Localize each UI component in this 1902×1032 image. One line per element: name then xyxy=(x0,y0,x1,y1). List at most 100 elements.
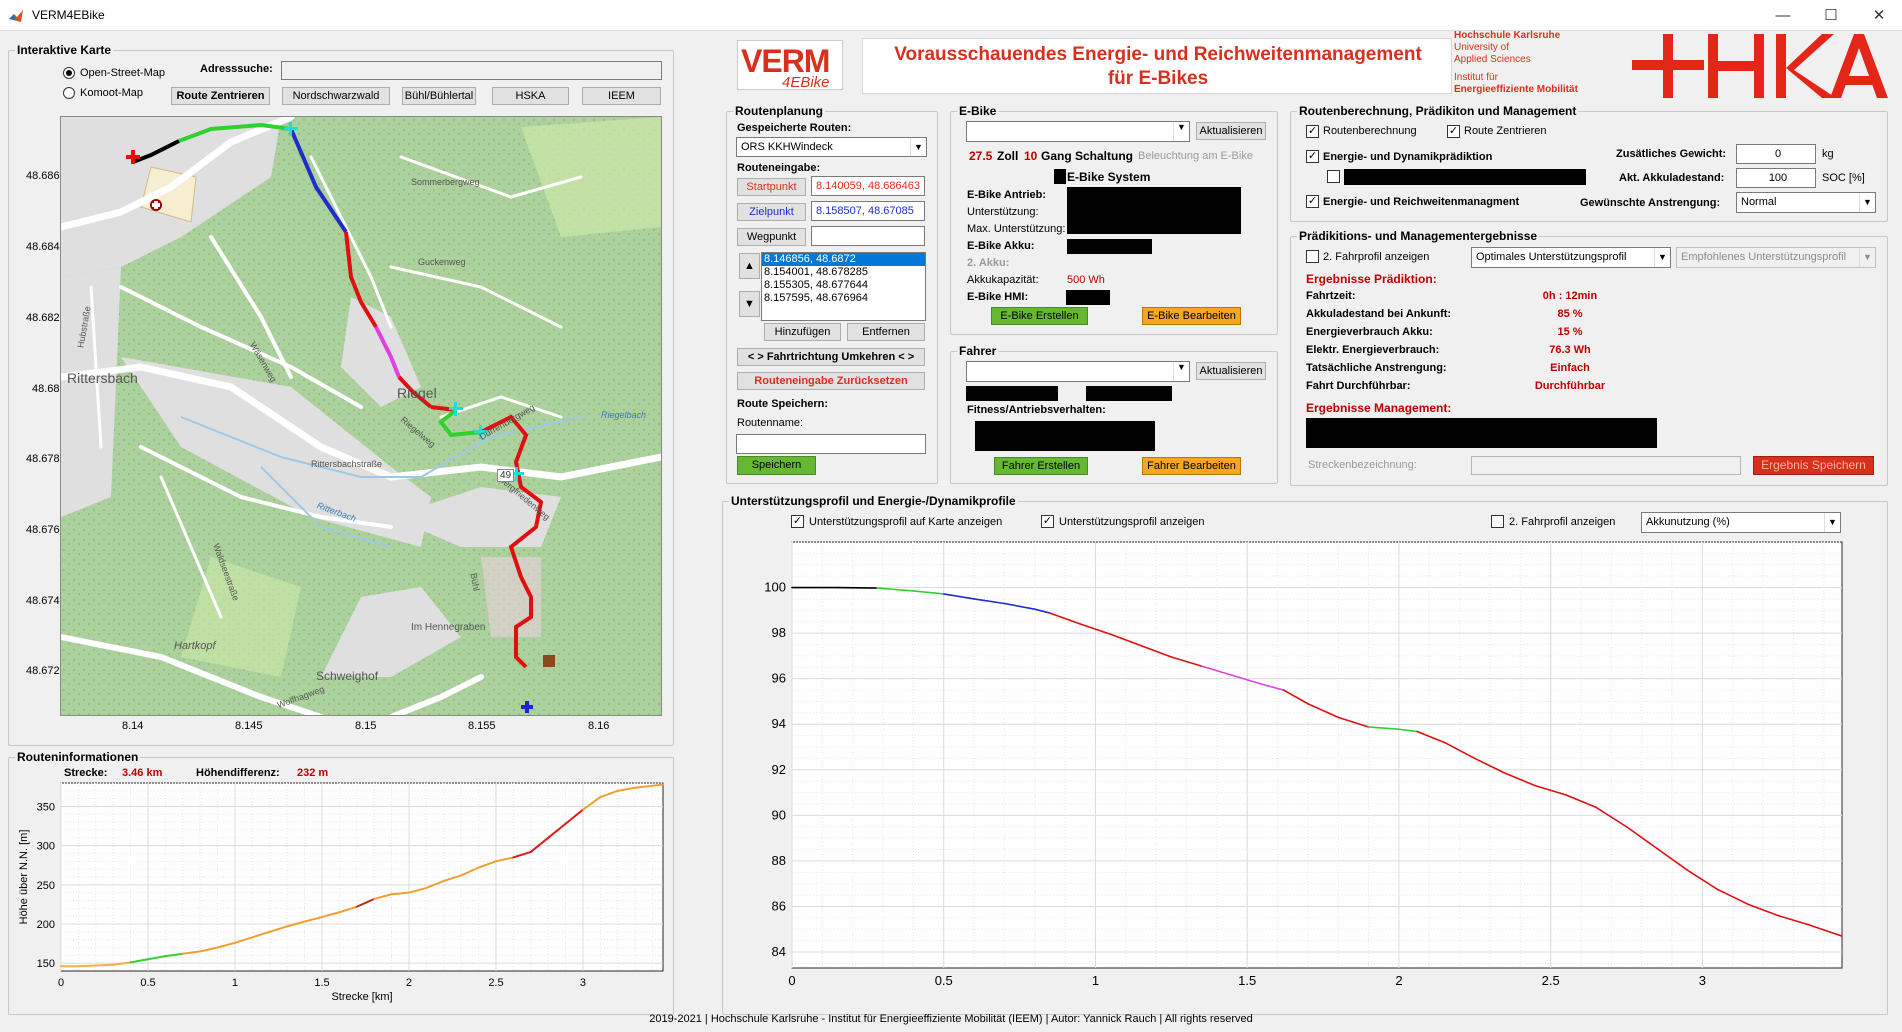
reset-route-button[interactable]: Routeneingabe Zurücksetzen xyxy=(737,372,925,390)
cb-2-fahrprofil-label: 2. Fahrprofil anzeigen xyxy=(1323,251,1430,263)
cb-profile-map[interactable]: ✓ xyxy=(791,515,804,528)
matlab-icon xyxy=(9,10,23,22)
series-line-segment xyxy=(164,952,184,958)
ebike-refresh-button[interactable]: Aktualisieren xyxy=(1196,122,1266,140)
waypoint-list[interactable]: 8.146856, 48.6872 8.154001, 48.678285 8.… xyxy=(761,252,926,321)
profile-select[interactable]: Optimales Unterstützungsprofil ▼ xyxy=(1471,247,1671,268)
map-x-tick: 8.155 xyxy=(468,720,496,732)
redacted-block xyxy=(1066,290,1110,305)
y-tick-label: 300 xyxy=(37,841,55,853)
y-axis-label: Höhe über N.N. [m] xyxy=(18,830,30,925)
route-center-button[interactable]: Route Zentrieren xyxy=(171,87,270,105)
ebike-select[interactable]: ▼ xyxy=(966,121,1190,142)
redacted-block xyxy=(1067,239,1152,254)
zielpunkt-input[interactable]: 8.158507, 48.67085 xyxy=(811,201,925,221)
x-tick-label: 2 xyxy=(406,977,412,989)
recommended-profile-select[interactable]: Empfohlenes Unterstützungsprofil ▼ xyxy=(1676,247,1876,268)
series-line-segment xyxy=(146,955,167,961)
start-marker[interactable] xyxy=(126,150,140,164)
redacted-block xyxy=(1086,386,1172,401)
save-result-button[interactable]: Ergebnis Speichern xyxy=(1753,456,1874,475)
header-title-box: Vorausschauendes Energie- und Reichweite… xyxy=(862,38,1452,94)
address-search-input[interactable] xyxy=(281,61,662,80)
route-name-input[interactable] xyxy=(736,434,926,454)
reverse-direction-button[interactable]: < > Fahrtrichtung Umkehren < > xyxy=(737,348,925,366)
redacted-block xyxy=(1054,169,1066,184)
series-line-segment xyxy=(1625,825,1658,850)
startpunkt-button[interactable]: Startpunkt xyxy=(737,178,806,196)
zielpunkt-button[interactable]: Zielpunkt xyxy=(737,203,806,221)
x-tick-label: 1 xyxy=(232,977,238,989)
soc-input[interactable]: 100 xyxy=(1736,168,1816,188)
list-item[interactable]: 8.157595, 48.676964 xyxy=(764,292,868,304)
hska-button[interactable]: HSKA xyxy=(492,87,569,105)
y-tick-label: 88 xyxy=(772,853,786,868)
add-waypoint-button[interactable]: Hinzufügen xyxy=(764,323,841,341)
page-title: Vorausschauendes Energie- und Reichweite… xyxy=(894,44,1422,65)
ieem-button[interactable]: IEEM xyxy=(582,87,661,105)
chevron-down-icon: ▼ xyxy=(1859,248,1875,267)
effort-select[interactable]: Normal ▼ xyxy=(1736,192,1876,213)
cb-redacted[interactable] xyxy=(1327,170,1340,183)
series-line-segment xyxy=(77,964,97,968)
strecken-input[interactable] xyxy=(1471,456,1741,475)
fahrer-select[interactable]: ▼ xyxy=(966,361,1190,382)
y-tick-label: 84 xyxy=(772,944,786,959)
fahrer-refresh-button[interactable]: Aktualisieren xyxy=(1196,362,1266,380)
end-marker[interactable] xyxy=(521,701,533,713)
nordschwarzwald-button[interactable]: Nordschwarzwald xyxy=(282,87,390,105)
save-route-label: Route Speichern: xyxy=(737,398,829,410)
list-item[interactable]: 8.146856, 48.6872 xyxy=(762,253,925,266)
radio-komoot[interactable] xyxy=(63,87,75,99)
list-item[interactable]: 8.154001, 48.678285 xyxy=(764,266,868,278)
profile-type-select[interactable]: Akkunutzung (%) ▼ xyxy=(1641,512,1841,533)
cb-profile-show[interactable]: ✓ xyxy=(1041,515,1054,528)
series-line-segment xyxy=(1595,806,1628,828)
wegpunkt-button[interactable]: Wegpunkt xyxy=(737,228,806,246)
fahrer-create-button[interactable]: Fahrer Erstellen xyxy=(994,457,1088,475)
weight-input[interactable]: 0 xyxy=(1736,144,1816,164)
place-riegel: Riegel xyxy=(397,385,437,401)
wheel-size-value: 27.5 xyxy=(969,149,993,163)
result-value: 0h : 12min xyxy=(1542,290,1598,302)
radio-osm[interactable] xyxy=(63,67,75,79)
series-line-segment xyxy=(1170,656,1203,667)
close-button[interactable]: ✕ xyxy=(1872,7,1886,24)
plot-area xyxy=(791,541,1843,969)
series-line-segment xyxy=(1079,623,1112,636)
arrow-up-icon: ▲ xyxy=(744,260,755,272)
remove-waypoint-button[interactable]: Entfernen xyxy=(847,323,925,341)
fahrer-edit-button[interactable]: Fahrer Bearbeiten xyxy=(1142,457,1241,475)
map-view[interactable]: Rittersbach Riegel Im Hennegraben Schwei… xyxy=(60,116,662,716)
x-tick-label: 3 xyxy=(1699,973,1706,988)
ebike-create-button[interactable]: E-Bike Erstellen xyxy=(991,307,1088,325)
series-line-segment xyxy=(1443,741,1476,760)
save-route-button[interactable]: Speichern xyxy=(737,456,816,475)
route-input-label: Routeneingabe: xyxy=(737,162,821,174)
antrieb-label: E-Bike Antrieb: xyxy=(967,189,1047,201)
cb-2-fahrprofil[interactable] xyxy=(1306,250,1319,263)
wegpunkt-input[interactable] xyxy=(811,226,925,246)
series-line-segment xyxy=(181,950,202,955)
ebike-edit-button[interactable]: E-Bike Bearbeiten xyxy=(1142,307,1241,325)
series-line-segment xyxy=(233,936,254,944)
list-item[interactable]: 8.155305, 48.677644 xyxy=(764,279,868,291)
cb-route-zentrieren[interactable]: ✓ xyxy=(1447,125,1460,138)
series-line-segment xyxy=(355,897,376,908)
cb-management[interactable]: ✓ xyxy=(1306,195,1319,208)
cb-2-fahrprofil-chart[interactable] xyxy=(1491,515,1504,528)
capacity-value: 500 Wh xyxy=(1067,274,1105,286)
move-down-button[interactable]: ▼ xyxy=(739,291,760,317)
cb-praediktion[interactable]: ✓ xyxy=(1306,150,1319,163)
map-canvas[interactable] xyxy=(61,117,662,716)
move-up-button[interactable]: ▲ xyxy=(739,253,760,279)
saved-routes-select[interactable]: ORS KKHWindeck ▼ xyxy=(736,137,927,157)
cb-routenberechnung[interactable]: ✓ xyxy=(1306,125,1319,138)
startpunkt-input[interactable]: 8.140059, 48.686463 xyxy=(811,176,925,196)
maximize-button[interactable]: ☐ xyxy=(1824,7,1838,24)
series-line-segment xyxy=(1231,674,1264,686)
buehl-button[interactable]: Bühl/Bühlertal xyxy=(402,87,476,105)
x-tick-label: 3 xyxy=(580,977,586,989)
page-subtitle: für E-Bikes xyxy=(1107,68,1209,89)
minimize-button[interactable]: — xyxy=(1775,7,1791,24)
